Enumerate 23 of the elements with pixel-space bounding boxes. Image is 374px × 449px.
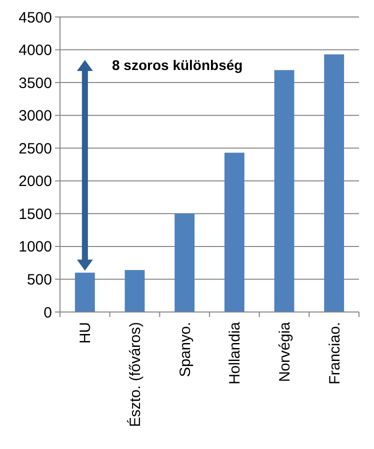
y-tick-label: 3500 [18,74,52,92]
y-tick-label: 4000 [18,42,52,60]
bar [74,272,95,312]
y-tick-label: 1500 [18,206,52,223]
y-tick-label: 1000 [18,238,52,256]
y-tick-label: 2500 [18,140,52,158]
y-tick-label: 0 [44,304,52,322]
x-tick-label: Norvégia [276,321,294,382]
bar [324,54,344,312]
bar [224,152,244,312]
x-tick-label: Franciao. [326,322,344,385]
x-tick-label: Észto. (főváros) [126,322,144,428]
annotation: 8 szoros különbség [112,57,243,73]
x-tick-label: HU [77,322,94,344]
x-tick-label: Hollandia [226,321,244,385]
y-tick-label: 3000 [18,108,52,125]
bar [174,214,195,312]
y-tick-label: 2000 [18,173,52,190]
x-tick-label: Spanyo. [176,322,194,378]
bar [274,70,294,312]
y-tick-label: 4500 [18,9,52,26]
y-tick-label: 500 [26,271,52,288]
bar [124,270,145,312]
